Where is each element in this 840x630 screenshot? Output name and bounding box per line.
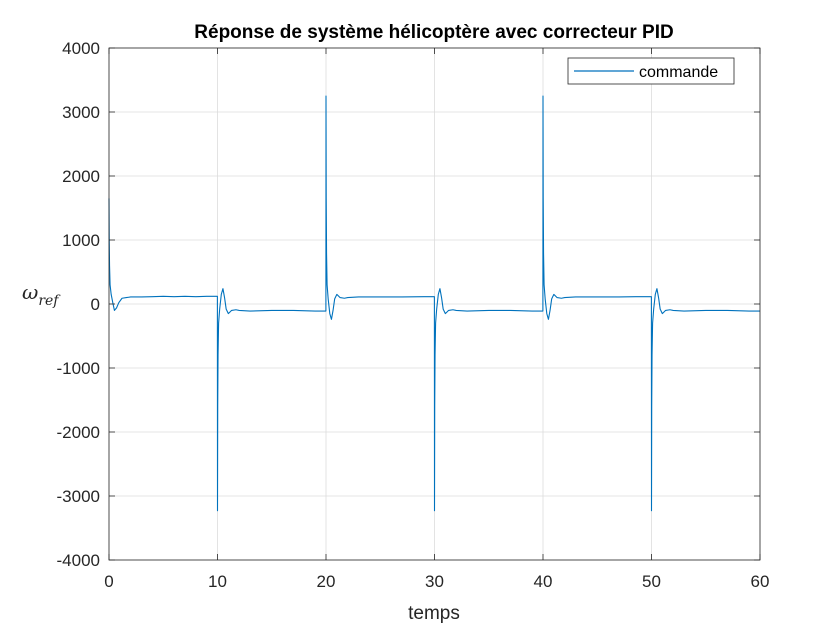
x-tick-label: 10 bbox=[208, 572, 227, 591]
x-tick-labels: 0 10 20 30 40 50 60 bbox=[104, 572, 769, 591]
y-tick-label: -2000 bbox=[57, 423, 100, 442]
y-tick-label: 4000 bbox=[62, 39, 100, 58]
x-tick-label: 40 bbox=[534, 572, 553, 591]
x-tick-label: 50 bbox=[642, 572, 661, 591]
x-tick-label: 30 bbox=[425, 572, 444, 591]
legend-label-commande: commande bbox=[639, 64, 718, 81]
y-tick-label: 1000 bbox=[62, 231, 100, 250]
y-axis-label-sub: ref bbox=[38, 293, 61, 309]
y-tick-label: -4000 bbox=[57, 551, 100, 570]
y-axis-label: ωref bbox=[22, 280, 61, 309]
x-tick-label: 20 bbox=[317, 572, 336, 591]
y-tick-label: 2000 bbox=[62, 167, 100, 186]
series-layer bbox=[108, 95, 760, 512]
y-tick-label: -3000 bbox=[57, 487, 100, 506]
x-tick-label: 0 bbox=[104, 572, 113, 591]
y-axis-label-base: ω bbox=[22, 280, 38, 304]
x-axis-label: temps bbox=[408, 603, 460, 624]
y-tick-labels: -4000 -3000 -2000 -1000 0 1000 2000 3000 4000 bbox=[57, 39, 100, 570]
y-tick-label: -1000 bbox=[57, 359, 100, 378]
x-tick-label: 60 bbox=[751, 572, 770, 591]
legend: commande bbox=[567, 57, 735, 85]
y-tick-label: 3000 bbox=[62, 103, 100, 122]
series-line-commande bbox=[108, 95, 760, 512]
y-tick-label: 0 bbox=[91, 295, 100, 314]
chart-title: Réponse de système hélicoptère avec corr… bbox=[194, 22, 673, 43]
ticks bbox=[108, 47, 761, 561]
